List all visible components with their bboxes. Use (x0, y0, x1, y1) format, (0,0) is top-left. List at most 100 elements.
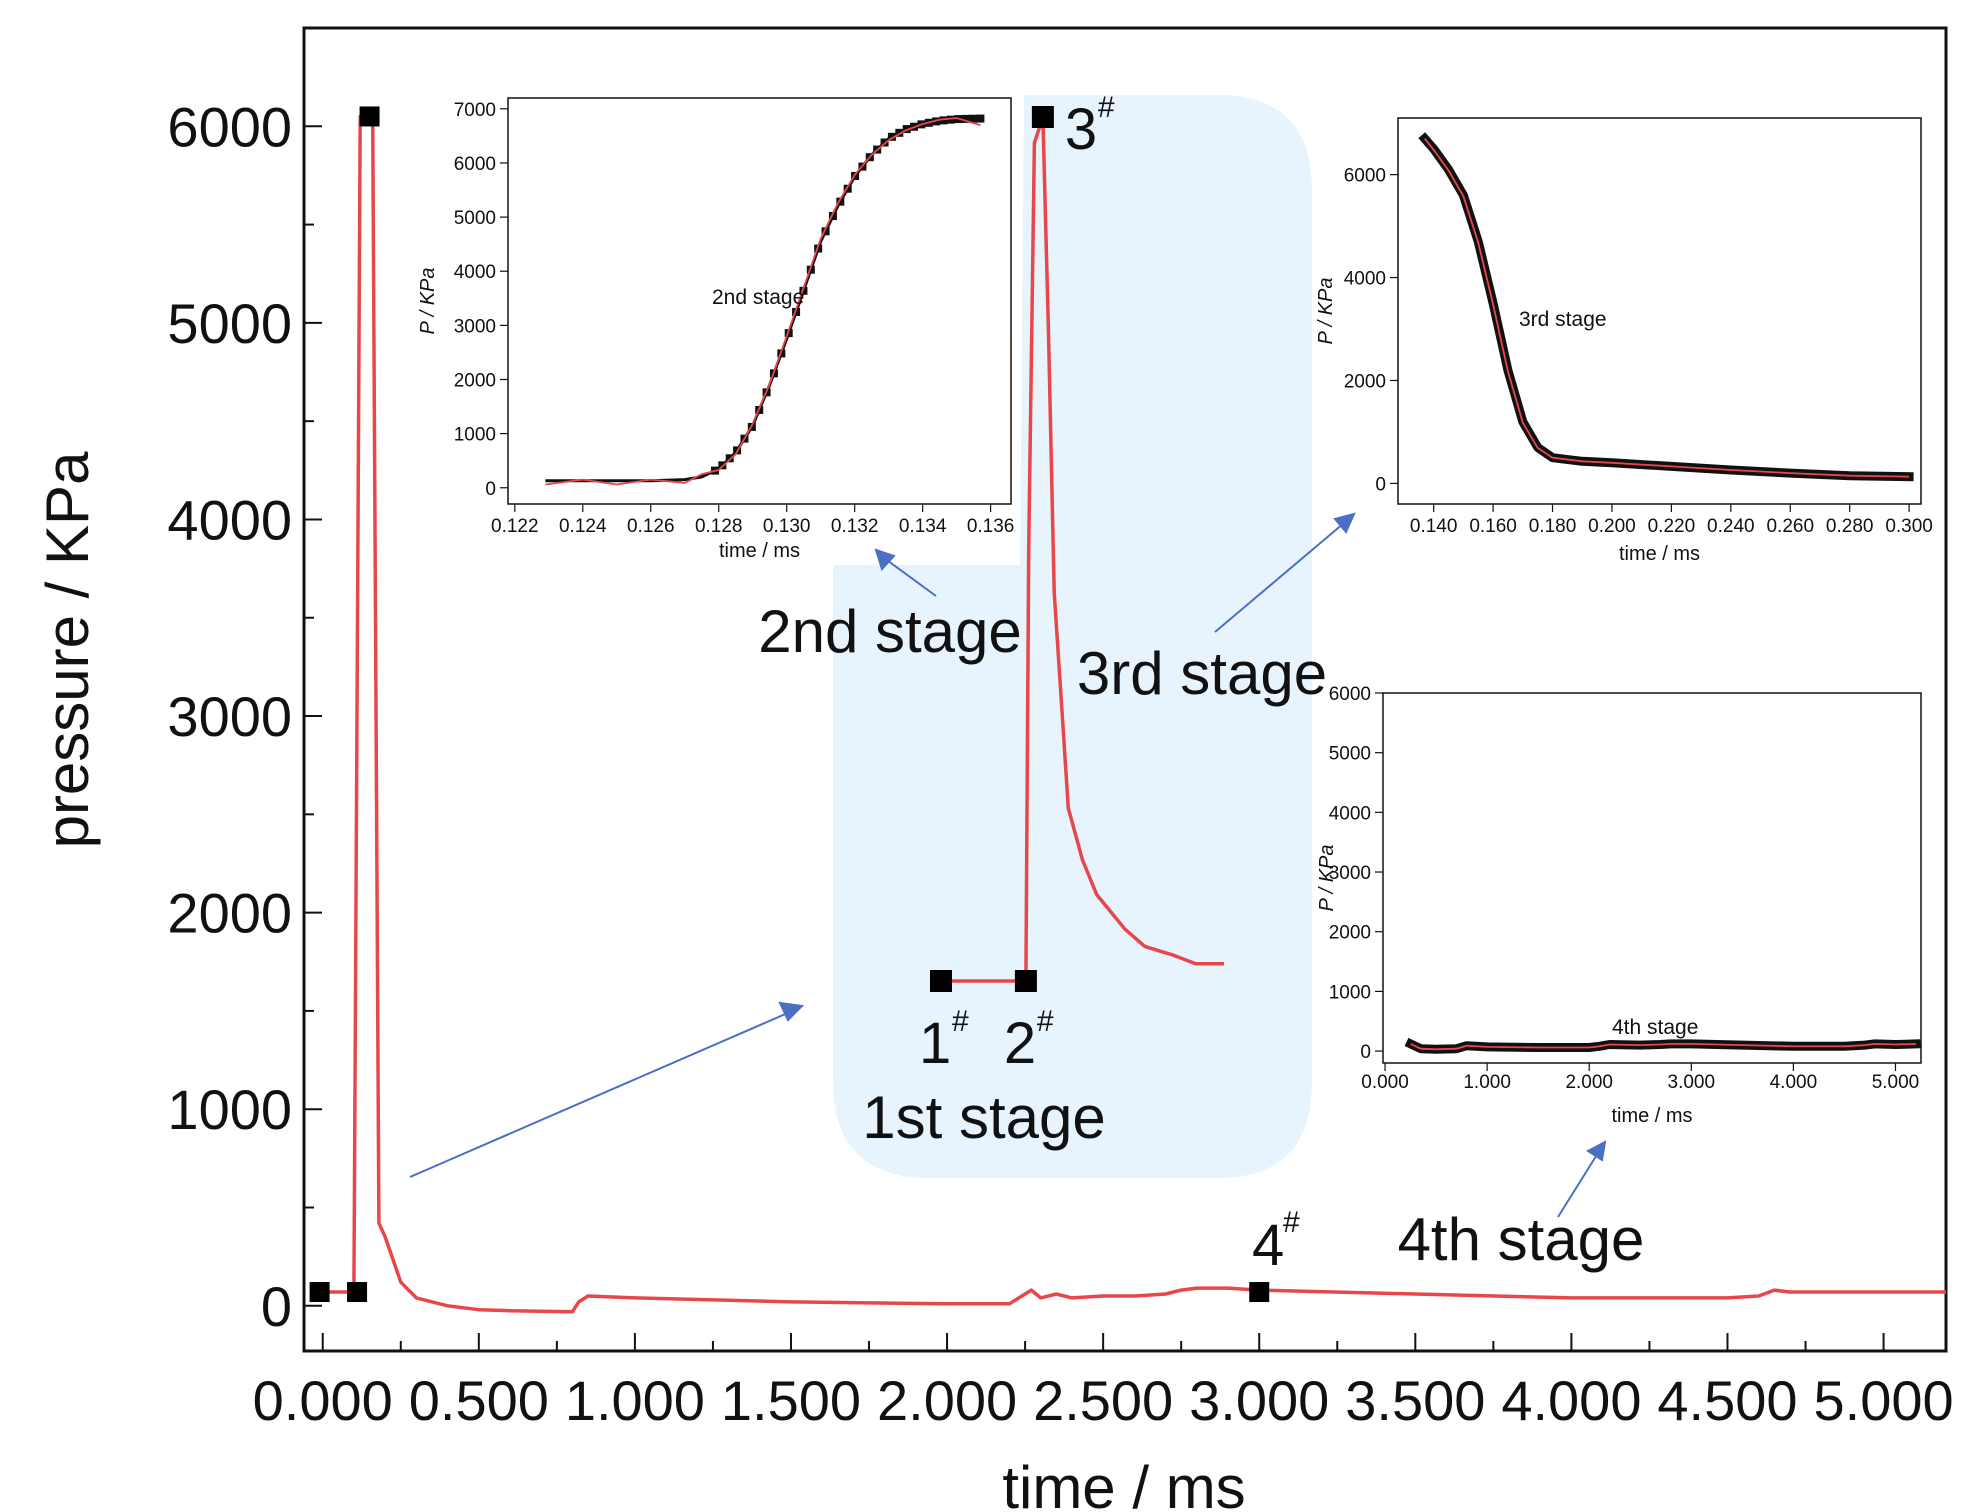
arrow-to-3rd-stage-inset-head (1333, 512, 1356, 534)
inset-2nd-stage: 0.122 0.124 0.126 0.128 0.130 0.132 0.134 0.136… (417, 97, 1014, 562)
inset-2nd-stage-x-tick-label: 0.130 (763, 516, 811, 537)
main-y-tick-label: 5000 (167, 292, 292, 355)
inset-3rd-stage-fit-line (1423, 138, 1910, 478)
main-marker (309, 1282, 330, 1303)
inset-2nd-stage-x-axis-title: time / ms (719, 540, 800, 562)
inset-2nd-stage-y-tick-label: 0 (485, 479, 496, 500)
inset-3rd-stage-frame (1397, 117, 1922, 505)
inset-3rd-stage-x-tick-label: 0.280 (1826, 516, 1874, 537)
inset-3rd-stage-x-tick-label: 0.300 (1885, 516, 1933, 537)
inset-2nd-stage-frame (507, 97, 1012, 505)
inset-2nd-stage-note: 2nd stage (712, 286, 804, 309)
zoom-marker-sup: # (1098, 91, 1115, 124)
main-marker (1249, 1282, 1270, 1303)
inset-2nd-stage-x-tick-label: 0.124 (559, 516, 607, 537)
zoom-marker-label: 2 (1004, 1011, 1036, 1076)
inset-2nd-stage-data-point (836, 197, 845, 206)
inset-4th-stage-note: 4th stage (1612, 1016, 1698, 1039)
inset-2nd-stage-data-point (843, 184, 852, 193)
inset-3rd-stage-y-tick-label: 2000 (1344, 371, 1386, 392)
stage-2-label: 2nd stage (758, 598, 1022, 665)
main-x-tick-label: 5.000 (1813, 1369, 1953, 1432)
inset-2nd-stage-x-tick-label: 0.128 (695, 516, 743, 537)
callout-arrows (409, 512, 1607, 1218)
inset-2nd-stage-y-tick-label: 7000 (454, 100, 496, 121)
main-x-tick-label: 0.500 (409, 1369, 549, 1432)
inset-3rd-stage-x-tick-label: 0.240 (1707, 516, 1755, 537)
inset-4th-stage-y-tick-label: 2000 (1329, 923, 1371, 944)
zoom-marker-sup: # (952, 1005, 969, 1038)
arrow-to-zoom-panel (409, 1011, 791, 1178)
inset-2nd-stage-y-tick-label: 3000 (454, 316, 496, 337)
inset-4th-stage-fit-line (1410, 1042, 1916, 1051)
inset-4th-stage-frame (1382, 692, 1922, 1064)
inset-2nd-stage-x-tick-label: 0.132 (831, 516, 879, 537)
inset-4th-stage-y-tick-label: 1000 (1329, 982, 1371, 1003)
inset-4th-stage-x-tick-label: 3.000 (1668, 1072, 1716, 1093)
inset-2nd-stage-fit-line (545, 117, 981, 486)
zoom-marker-label: 1 (919, 1011, 951, 1076)
inset-3rd-stage-y-tick-label: 6000 (1344, 166, 1386, 187)
main-x-tick-label: 1.500 (721, 1369, 861, 1432)
inset-2nd-stage-data-point (976, 114, 985, 123)
marker-4-label: 4 (1252, 1213, 1284, 1278)
inset-3rd-stage-x-tick-label: 0.180 (1529, 516, 1577, 537)
main-x-tick-label: 1.000 (565, 1369, 705, 1432)
inset-4th-stage-x-tick-label: 2.000 (1565, 1072, 1613, 1093)
inset-3rd-stage-x-axis-title: time / ms (1619, 543, 1700, 565)
inset-2nd-stage-data-point (969, 114, 978, 123)
inset-2nd-stage-y-tick-label: 6000 (454, 154, 496, 175)
main-plot: 0.000 0.500 1.000 1.500 2.000 2.500 3.000 3.500… (167, 26, 1954, 1432)
inset-2nd-stage-data-point (961, 114, 970, 123)
inset-4th-stage-x-tick-label: 0.000 (1361, 1072, 1409, 1093)
inset-3rd-stage-x-tick-label: 0.260 (1766, 516, 1814, 537)
inset-2nd-stage-data-point (902, 125, 911, 134)
inset-3rd-stage-y-axis-title: P / KPa (1315, 277, 1337, 344)
stage-4-label: 4th stage (1398, 1206, 1645, 1273)
inset-3rd-stage-y-tick-label: 0 (1375, 474, 1386, 495)
main-y-tick-label: 0 (261, 1275, 292, 1338)
zoom-plot: 1 #2 #3 # (919, 91, 1224, 1076)
inset-4th-stage-y-tick-label: 3000 (1329, 863, 1371, 884)
inset-2nd-stage-y-axis-title: P / KPa (417, 267, 439, 334)
inset-3rd-stage-note: 3rd stage (1519, 308, 1607, 331)
zoom-marker-label: 3 (1065, 97, 1097, 162)
main-marker (347, 1282, 368, 1303)
inset-4th-stage-y-tick-label: 5000 (1329, 744, 1371, 765)
inset-2nd-stage-x-tick-label: 0.122 (491, 516, 539, 537)
stage-1-label: 1st stage (862, 1084, 1106, 1151)
zoom-marker-sup: # (1037, 1005, 1054, 1038)
main-x-tick-label: 3.000 (1189, 1369, 1329, 1432)
zoom-marker-2 (1014, 970, 1037, 992)
main-x-tick-label: 2.000 (877, 1369, 1017, 1432)
inset-4th-stage-y-tick-label: 0 (1360, 1042, 1371, 1063)
arrow-to-2nd-stage-inset-head (874, 548, 896, 571)
inset-2nd-stage-y-tick-label: 2000 (454, 370, 496, 391)
inset-2nd-stage-y-tick-label: 4000 (454, 262, 496, 283)
inset-3rd-stage-x-tick-label: 0.160 (1469, 516, 1517, 537)
main-x-tick-label: 2.500 (1033, 1369, 1173, 1432)
stage-3-label: 3rd stage (1077, 640, 1327, 707)
marker-4-sup: # (1283, 1206, 1300, 1239)
arrow-to-4th-stage-inset (1557, 1152, 1599, 1218)
inset-4th-stage-y-tick-label: 4000 (1329, 803, 1371, 824)
inset-2nd-stage-y-tick-label: 1000 (454, 425, 496, 446)
inset-2nd-stage-data-point (939, 116, 948, 125)
inset-4th-stage: 0.000 1.000 2.000 3.000 4.000 5.000 0 1000 2000 3… (1316, 684, 1922, 1127)
arrow-to-2nd-stage-inset (883, 557, 937, 597)
inset-2nd-stage-x-tick-label: 0.134 (899, 516, 947, 537)
main-y-tick-label: 6000 (167, 95, 292, 158)
inset-2nd-stage-data-point (887, 132, 896, 141)
arrow-to-zoom-panel-head (778, 1001, 805, 1022)
inset-2nd-stage-data-point (946, 115, 955, 124)
arrow-to-3rd-stage-inset (1214, 522, 1345, 633)
inset-3rd-stage-y-tick-label: 4000 (1344, 269, 1386, 290)
arrow-to-4th-stage-inset-head (1586, 1140, 1607, 1162)
inset-4th-stage-x-tick-label: 5.000 (1872, 1072, 1920, 1093)
main-x-axis-title: time / ms (1002, 1454, 1245, 1512)
main-x-tick-label: 0.000 (253, 1369, 393, 1432)
main-y-axis-title: pressure / KPa (34, 451, 101, 848)
main-marker (359, 106, 380, 127)
inset-3rd-stage-x-tick-label: 0.200 (1588, 516, 1636, 537)
